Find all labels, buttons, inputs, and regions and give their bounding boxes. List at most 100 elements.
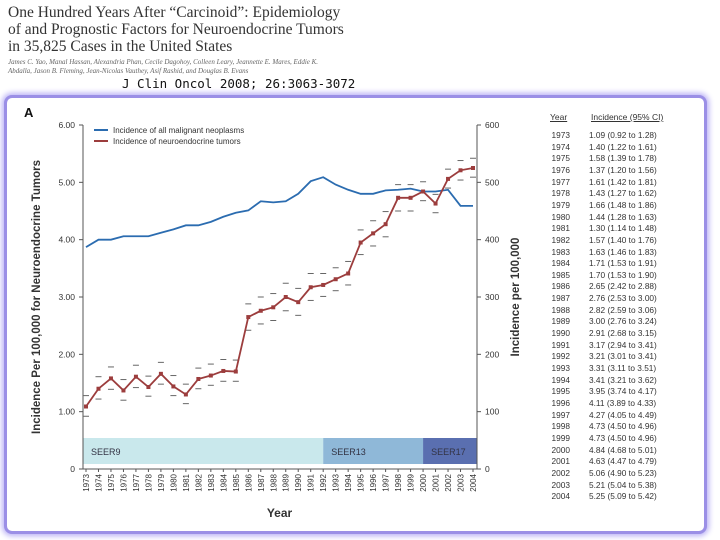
table-cell-incidence: 3.41 (3.21 to 3.62) bbox=[589, 374, 657, 385]
table-cell-incidence: 2.76 (2.53 to 3.00) bbox=[589, 293, 657, 304]
table-row: 1974 1.40 (1.22 to 1.61) bbox=[540, 142, 690, 154]
x-tick-label: 1974 bbox=[94, 473, 103, 491]
paper-title: One Hundred Years After “Carcinoid”: Epi… bbox=[8, 4, 344, 55]
table-cell-year: 1980 bbox=[551, 211, 570, 222]
table-row: 1996 4.11 (3.89 to 4.33) bbox=[540, 398, 690, 410]
panel-label: A bbox=[24, 105, 34, 120]
table-row: 1985 1.70 (1.53 to 1.90) bbox=[540, 270, 690, 282]
x-tick-label: 1983 bbox=[207, 473, 216, 491]
data-point bbox=[396, 195, 401, 200]
registry-band-label: SEER13 bbox=[331, 447, 366, 457]
right-tick-label: 0 bbox=[485, 464, 490, 474]
right-tick-label: 500 bbox=[485, 177, 499, 187]
x-tick-label: 1977 bbox=[132, 473, 141, 491]
table-cell-year: 1995 bbox=[551, 386, 570, 397]
x-tick-label: 1992 bbox=[319, 473, 328, 491]
table-cell-incidence: 3.21 (3.01 to 3.41) bbox=[589, 351, 657, 362]
table-cell-incidence: 1.61 (1.42 to 1.81) bbox=[589, 176, 657, 187]
table-cell-year: 2004 bbox=[551, 491, 570, 502]
data-point bbox=[146, 385, 151, 390]
table-cell-incidence: 5.21 (5.04 to 5.38) bbox=[589, 479, 657, 490]
data-point bbox=[446, 176, 451, 181]
data-point bbox=[171, 384, 176, 389]
legend-entry: Incidence of all malignant neoplasms bbox=[113, 126, 244, 135]
data-point bbox=[358, 240, 363, 245]
data-point bbox=[433, 201, 438, 206]
data-point bbox=[408, 195, 413, 200]
data-point bbox=[296, 300, 301, 305]
left-tick-label: 6.00 bbox=[58, 120, 75, 130]
table-cell-year: 1981 bbox=[551, 223, 570, 234]
table-row: 1992 3.21 (3.01 to 3.41) bbox=[540, 351, 690, 363]
x-tick-label: 1994 bbox=[344, 473, 353, 491]
table-cell-incidence: 2.65 (2.42 to 2.88) bbox=[589, 281, 657, 292]
data-point bbox=[346, 271, 351, 276]
x-tick-label: 1982 bbox=[194, 473, 203, 491]
table-header-incidence: Incidence (95% CI) bbox=[591, 112, 664, 122]
table-cell-incidence: 1.43 (1.27 to 1.62) bbox=[589, 188, 657, 199]
left-tick-label: 0 bbox=[70, 464, 75, 474]
table-cell-year: 1998 bbox=[551, 421, 570, 432]
table-row: 2003 5.21 (5.04 to 5.38) bbox=[540, 480, 690, 492]
paper-authors: James C. Yao, Manal Hassan, Alexandria P… bbox=[8, 58, 319, 75]
table-row: 1995 3.95 (3.74 to 4.17) bbox=[540, 386, 690, 398]
table-cell-year: 1989 bbox=[551, 316, 570, 327]
data-point bbox=[84, 404, 88, 409]
table-row: 1978 1.43 (1.27 to 1.62) bbox=[540, 188, 690, 200]
table-cell-year: 1977 bbox=[551, 176, 570, 187]
table-row: 1975 1.58 (1.39 to 1.78) bbox=[540, 153, 690, 165]
table-row: 1987 2.76 (2.53 to 3.00) bbox=[540, 293, 690, 305]
data-point bbox=[121, 388, 126, 393]
table-row: 1990 2.91 (2.68 to 3.15) bbox=[540, 328, 690, 340]
left-tick-label: 4.00 bbox=[58, 235, 75, 245]
data-point bbox=[321, 282, 326, 287]
x-tick-label: 1991 bbox=[307, 473, 316, 491]
x-tick-label: 1984 bbox=[219, 473, 228, 491]
table-row: 2000 4.84 (4.68 to 5.01) bbox=[540, 445, 690, 457]
x-tick-label: 1993 bbox=[332, 473, 341, 491]
table-cell-incidence: 1.09 (0.92 to 1.28) bbox=[589, 130, 657, 140]
table-cell-incidence: 3.00 (2.76 to 3.24) bbox=[589, 316, 657, 327]
table-cell-incidence: 3.95 (3.74 to 4.17) bbox=[589, 386, 657, 397]
table-cell-year: 1994 bbox=[551, 374, 570, 385]
x-tick-label: 1997 bbox=[382, 473, 391, 491]
table-cell-incidence: 3.31 (3.11 to 3.51) bbox=[589, 363, 657, 373]
table-cell-year: 1990 bbox=[551, 328, 570, 339]
registry-band-label: SEER17 bbox=[431, 447, 466, 457]
data-point bbox=[221, 368, 226, 373]
table-row: 1977 1.61 (1.42 to 1.81) bbox=[540, 177, 690, 189]
data-point bbox=[333, 277, 338, 282]
table-cell-incidence: 1.70 (1.53 to 1.90) bbox=[589, 269, 657, 280]
table-row: 1986 2.65 (2.42 to 2.88) bbox=[540, 281, 690, 293]
data-point bbox=[183, 392, 188, 397]
data-point bbox=[371, 231, 376, 236]
x-tick-label: 1975 bbox=[107, 473, 116, 491]
x-tick-label: 2003 bbox=[457, 473, 466, 491]
table-row: 1984 1.71 (1.53 to 1.91) bbox=[540, 258, 690, 270]
right-tick-label: 100 bbox=[485, 407, 499, 417]
table-row: 1994 3.41 (3.21 to 3.62) bbox=[540, 375, 690, 387]
table-row: 2002 5.06 (4.90 to 5.23) bbox=[540, 468, 690, 480]
table-cell-year: 1988 bbox=[551, 304, 570, 315]
table-row: 1981 1.30 (1.14 to 1.48) bbox=[540, 223, 690, 235]
table-cell-incidence: 2.91 (2.68 to 3.15) bbox=[589, 328, 657, 339]
table-row: 1998 4.73 (4.50 to 4.96) bbox=[540, 421, 690, 433]
table-cell-incidence: 4.73 (4.50 to 4.96) bbox=[589, 432, 657, 443]
data-point bbox=[283, 295, 288, 299]
paper-header: One Hundred Years After “Carcinoid”: Epi… bbox=[8, 4, 568, 76]
table-cell-year: 1974 bbox=[551, 141, 570, 152]
table-row: 1979 1.66 (1.48 to 1.86) bbox=[540, 200, 690, 212]
data-point bbox=[133, 374, 138, 379]
table-cell-year: 1983 bbox=[551, 246, 570, 257]
table-cell-incidence: 5.06 (4.90 to 5.23) bbox=[589, 467, 657, 478]
registry-band bbox=[423, 438, 477, 464]
data-point bbox=[208, 373, 213, 378]
table-cell-year: 1992 bbox=[551, 351, 570, 362]
table-cell-incidence: 3.17 (2.94 to 3.41) bbox=[589, 339, 657, 350]
journal-citation: J Clin Oncol 2008; 26:3063-3072 bbox=[122, 76, 356, 91]
neuroendocrine-tumors-line bbox=[85, 167, 474, 408]
left-tick-label: 1.00 bbox=[58, 407, 75, 417]
table-row: 2004 5.25 (5.09 to 5.42) bbox=[540, 491, 690, 503]
x-tick-label: 1979 bbox=[157, 473, 166, 491]
table-cell-year: 1982 bbox=[551, 234, 570, 245]
